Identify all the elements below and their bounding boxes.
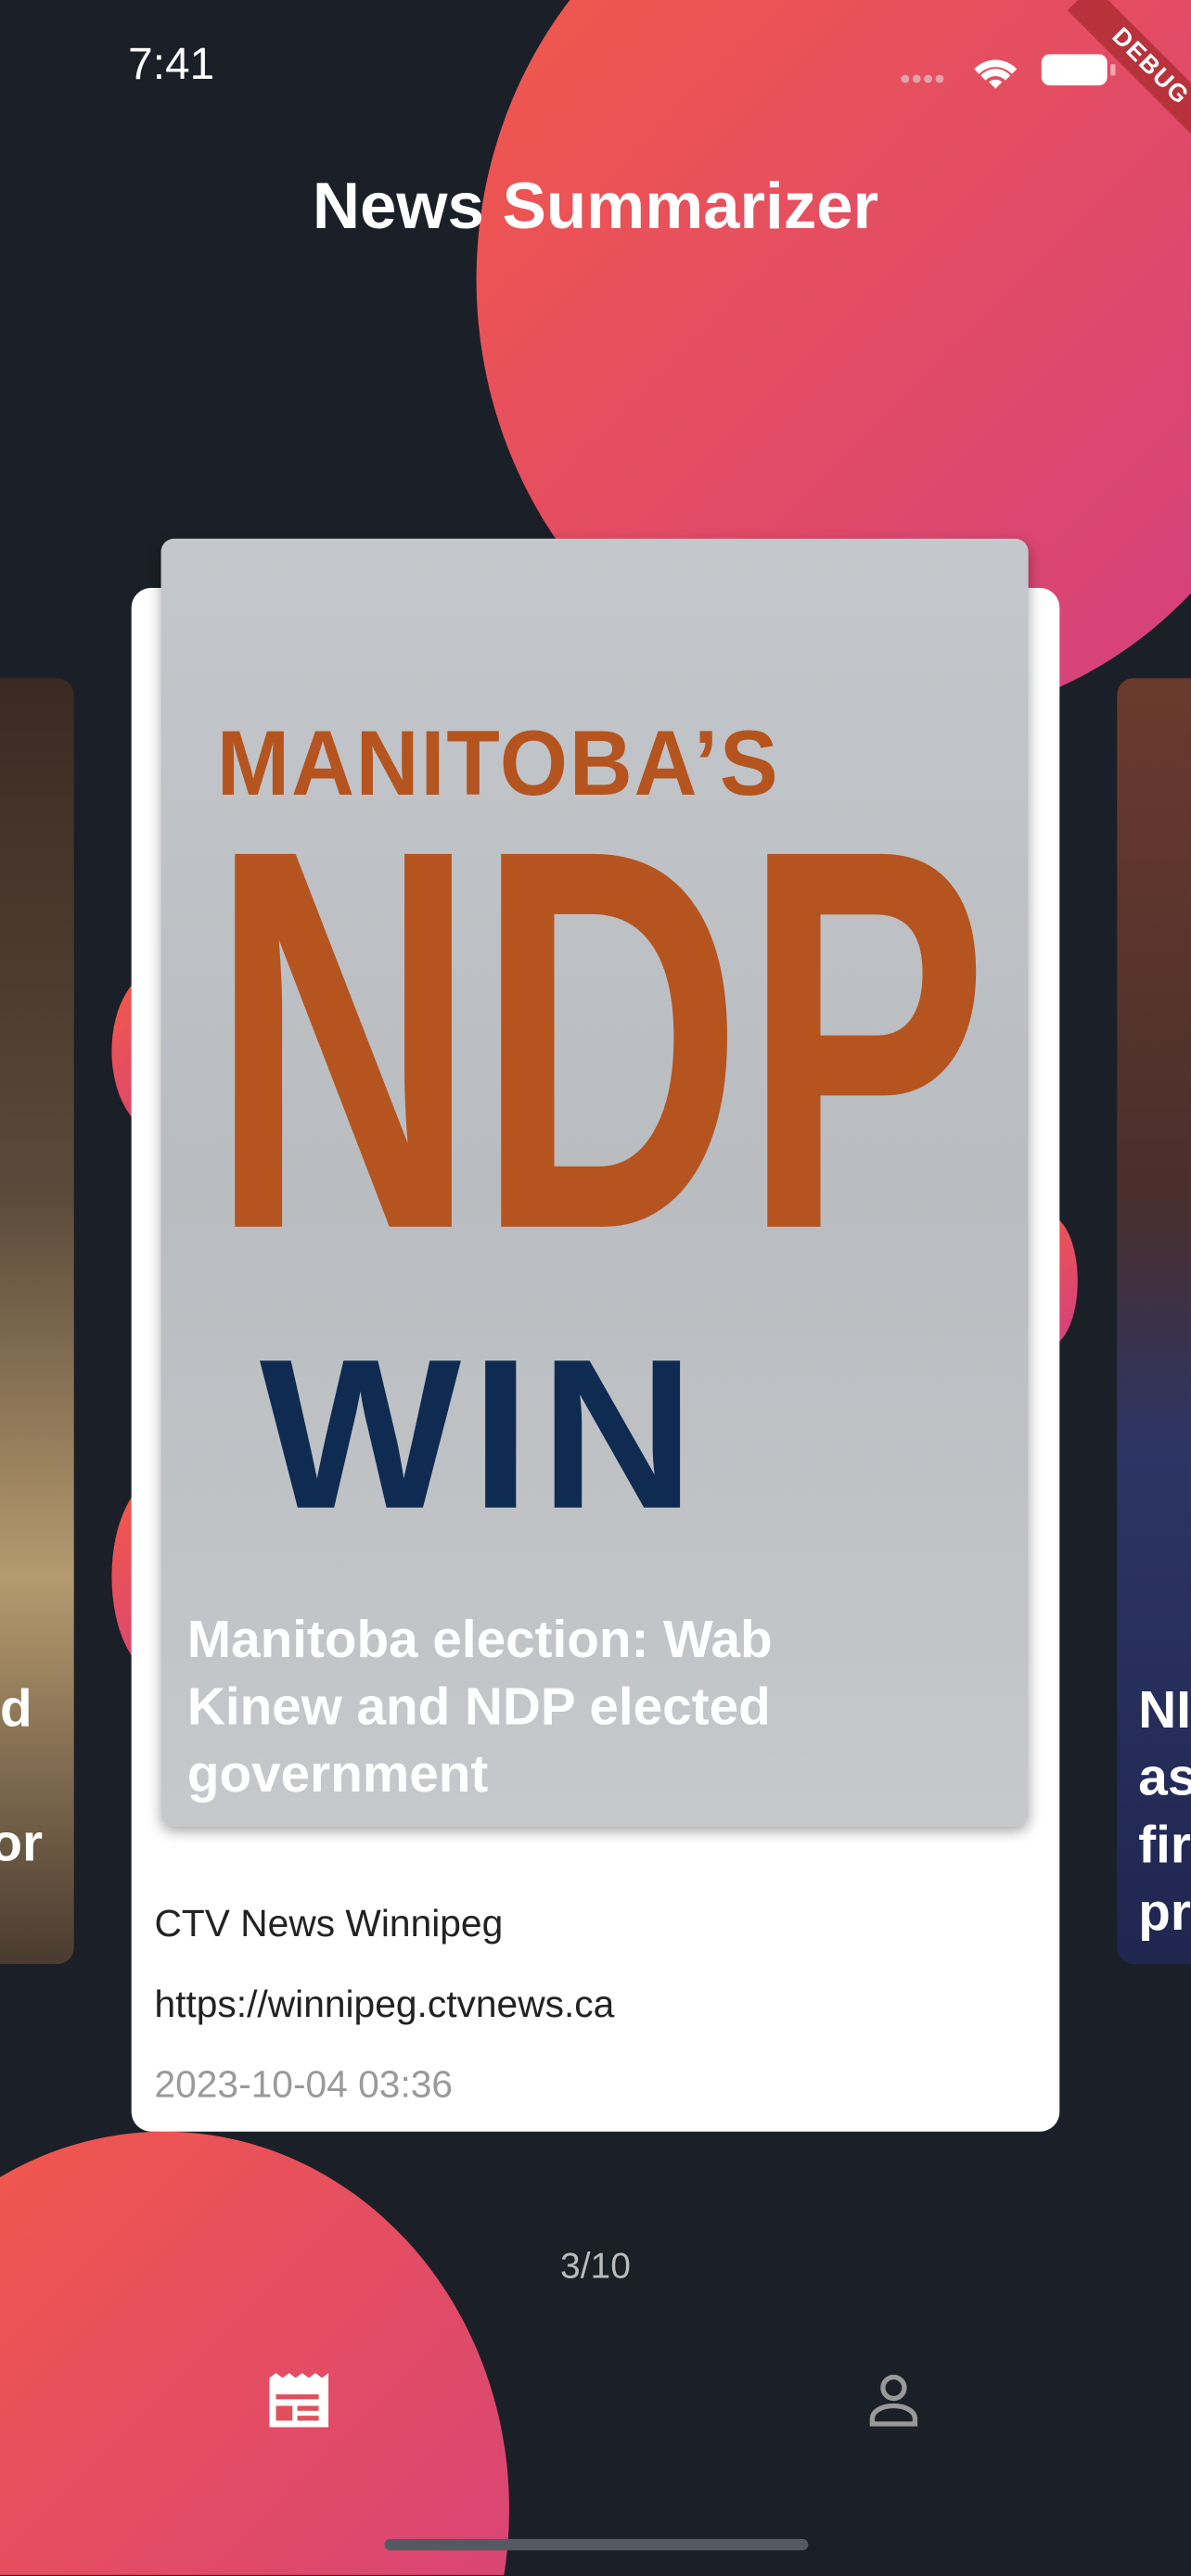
- status-icons: [901, 54, 1116, 89]
- app-title: News Summarizer: [312, 171, 879, 244]
- previous-card[interactable]: d or: [0, 678, 74, 1965]
- card-title-fragment: pr: [1138, 1881, 1191, 1942]
- nav-news-tab[interactable]: [266, 2371, 329, 2430]
- home-indicator: [384, 2538, 809, 2551]
- decor-circle: [0, 2131, 510, 2575]
- card-title-fragment: d: [0, 1677, 32, 1738]
- image-text: MANITOBA’S: [216, 710, 780, 815]
- news-image: MANITOBA’S NDP WIN Manitoba election: Wa…: [160, 538, 1029, 1827]
- pager: 3/10: [560, 2244, 631, 2287]
- next-card[interactable]: NI as fir pr: [1117, 678, 1191, 1965]
- card-title-fragment: NI: [1138, 1679, 1191, 1740]
- card-title-fragment: fir: [1138, 1814, 1191, 1874]
- card-title-fragment: as: [1138, 1747, 1191, 1807]
- news-title: Manitoba election: Wab Kinew and NDP ele…: [186, 1609, 773, 1804]
- nav-profile-tab[interactable]: [867, 2373, 920, 2429]
- image-text: WIN: [259, 1313, 705, 1554]
- card-title-fragment: or: [0, 1813, 44, 1872]
- news-source: CTV News Winnipeg: [154, 1901, 504, 1945]
- image-text: NDP: [210, 735, 989, 1342]
- news-card[interactable]: MANITOBA’S NDP WIN Manitoba election: Wa…: [131, 538, 1060, 2132]
- status-time: 7:41: [128, 39, 215, 89]
- news-date: 2023-10-04 03:36: [154, 2062, 454, 2106]
- news-url[interactable]: https://winnipeg.ctvnews.ca: [154, 1982, 615, 2025]
